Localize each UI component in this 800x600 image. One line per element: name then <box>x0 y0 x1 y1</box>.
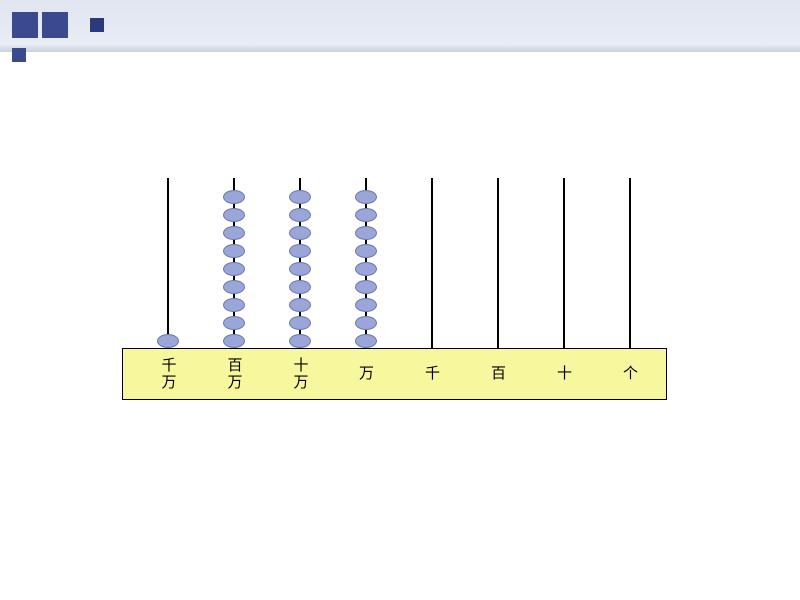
bead-icon <box>223 316 245 330</box>
decor-square-icon <box>42 12 68 38</box>
bead-icon <box>355 226 377 240</box>
bead-icon <box>355 280 377 294</box>
bead-icon <box>223 190 245 204</box>
rod <box>563 178 565 348</box>
bead-icon <box>289 280 311 294</box>
bullet-icon <box>90 18 104 32</box>
bead-icon <box>289 316 311 330</box>
slide-background: 千万 百万 十万 万 千 百 十 个 <box>0 0 800 600</box>
bead-icon <box>289 298 311 312</box>
decor-square-icon <box>12 48 26 62</box>
bead-icon <box>223 262 245 276</box>
place-value-label: 千 <box>425 365 440 382</box>
bead-icon <box>223 244 245 258</box>
bead-icon <box>289 262 311 276</box>
bead-icon <box>355 208 377 222</box>
header-band <box>0 0 800 52</box>
bead-icon <box>355 262 377 276</box>
rod <box>167 178 169 348</box>
bead-icon <box>223 208 245 222</box>
bead-icon <box>289 226 311 240</box>
bead-icon <box>355 298 377 312</box>
abacus-diagram: 千万 百万 十万 万 千 百 十 个 <box>122 178 667 400</box>
rods-container <box>140 178 667 348</box>
place-value-label: 百 <box>491 365 506 382</box>
bead-icon <box>223 226 245 240</box>
decor-square-icon <box>12 12 38 38</box>
bead-icon <box>289 190 311 204</box>
rod <box>497 178 499 348</box>
place-value-label: 万 <box>359 365 374 382</box>
bead-icon <box>289 244 311 258</box>
place-value-label: 千万 <box>160 357 178 391</box>
place-value-label: 百万 <box>226 357 244 391</box>
bead-icon <box>355 190 377 204</box>
rod <box>431 178 433 348</box>
bead-icon <box>355 244 377 258</box>
bead-icon <box>289 208 311 222</box>
bead-icon <box>289 334 311 348</box>
place-value-label-box: 千万 百万 十万 万 千 百 十 个 <box>122 348 667 400</box>
bead-icon <box>223 298 245 312</box>
bead-icon <box>223 334 245 348</box>
rod <box>629 178 631 348</box>
place-value-label: 十 <box>557 365 572 382</box>
bead-icon <box>355 316 377 330</box>
bead-icon <box>355 334 377 348</box>
bead-icon <box>223 280 245 294</box>
place-value-label: 十万 <box>292 357 310 391</box>
header-decor-squares <box>10 10 80 64</box>
place-value-label: 个 <box>623 365 638 382</box>
bead-icon <box>157 334 179 348</box>
